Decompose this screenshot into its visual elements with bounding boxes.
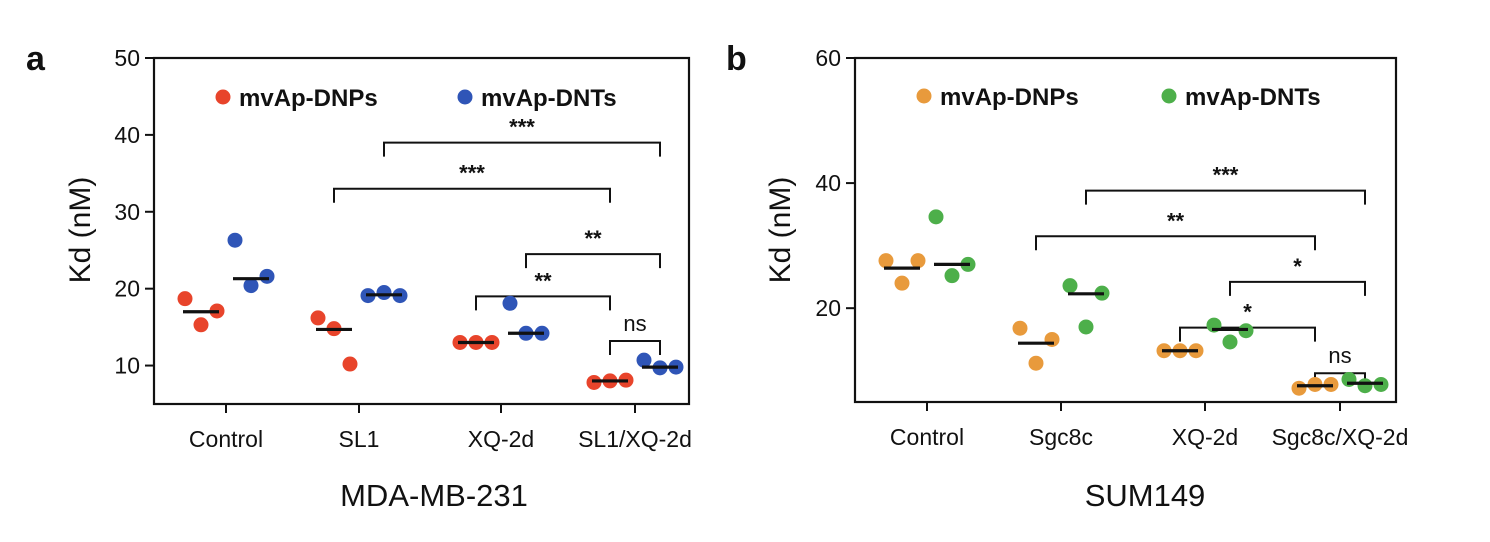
data-point (502, 295, 518, 311)
panel-b: b Kd (nM) SUM149 20 40 60 Control Sgc8c XQ-2… (726, 40, 1408, 513)
x-tick-label: XQ-2d (468, 426, 534, 452)
data-point (1222, 334, 1238, 350)
legend-marker-dnps-b (916, 88, 932, 104)
data-point (1291, 380, 1307, 396)
data-points-b (878, 209, 1389, 396)
data-point (342, 356, 358, 372)
significance-label: * (1293, 254, 1302, 279)
legend-marker-dnts-a (457, 89, 473, 105)
significance-label: ns (623, 311, 646, 336)
y-tick-label: 40 (815, 170, 841, 196)
y-tick-label: 60 (815, 45, 841, 71)
legend-label-dnps-a: mvAp-DNPs (239, 85, 378, 112)
y-tick-label: 20 (815, 295, 841, 321)
panel-a: a Kd (nM) MDA-MB-231 10 20 30 40 50 Control S… (26, 40, 692, 513)
y-tick-label: 50 (114, 45, 140, 71)
legend-b: mvAp-DNPs mvAp-DNTs (916, 84, 1321, 111)
data-points-a (177, 232, 684, 390)
panel-label-b: b (726, 40, 747, 78)
y-ticks-b: 20 40 60 (815, 45, 855, 321)
significance-bracket (1085, 189, 1366, 205)
x-tick-label: Control (890, 424, 964, 450)
legend-marker-dnps-a (215, 89, 231, 105)
legend-label-dnps-b: mvAp-DNPs (940, 84, 1079, 111)
significance-label: * (1243, 300, 1252, 325)
significance-bracket (609, 339, 661, 355)
significance-bracket (333, 187, 611, 203)
data-point (177, 291, 193, 307)
x-tick-label: SL1 (339, 426, 380, 452)
x-tick-label: Sgc8c (1029, 424, 1093, 450)
data-point (1078, 319, 1094, 335)
data-point (894, 275, 910, 291)
significance-brackets-b: *******ns (1035, 163, 1366, 388)
data-point (310, 310, 326, 326)
significance-label: ** (1167, 208, 1185, 233)
significance-label: *** (459, 161, 485, 186)
y-tick-label: 20 (114, 276, 140, 302)
significance-label: *** (509, 115, 535, 140)
legend-label-dnts-b: mvAp-DNTs (1185, 84, 1321, 111)
data-point (1028, 355, 1044, 371)
legend-label-dnts-a: mvAp-DNTs (481, 85, 617, 112)
data-point (227, 232, 243, 248)
data-point (928, 209, 944, 225)
data-point (193, 317, 209, 333)
data-point (376, 285, 392, 301)
significance-label: ** (584, 226, 602, 251)
data-point (636, 352, 652, 368)
y-ticks-a: 10 20 30 40 50 (114, 45, 154, 379)
y-axis-title-a: Kd (nM) (64, 177, 97, 284)
plot-frame-a (152, 56, 691, 406)
plot-frame-b (853, 56, 1398, 404)
data-point (259, 268, 275, 284)
y-tick-label: 30 (114, 199, 140, 225)
significance-bracket (383, 141, 661, 157)
x-ticks-a: Control SL1 XQ-2d SL1/XQ-2d (189, 404, 692, 452)
mean-bars-b (884, 262, 1383, 388)
data-point (1012, 320, 1028, 336)
data-point (1357, 378, 1373, 394)
significance-label: ns (1328, 343, 1351, 368)
x-tick-label: SL1/XQ-2d (578, 426, 692, 452)
significance-brackets-a: **********ns (333, 115, 661, 355)
x-axis-title-a: MDA-MB-231 (340, 478, 528, 513)
panel-label-a: a (26, 40, 46, 78)
data-point (878, 253, 894, 269)
legend-marker-dnts-b (1161, 88, 1177, 104)
x-tick-label: Control (189, 426, 263, 452)
x-ticks-b: Control Sgc8c XQ-2d Sgc8c/XQ-2d (890, 402, 1408, 450)
data-point (243, 278, 259, 294)
data-point (1062, 278, 1078, 294)
x-tick-label: XQ-2d (1172, 424, 1238, 450)
significance-label: *** (1213, 163, 1239, 188)
significance-bracket (475, 295, 611, 311)
y-tick-label: 40 (114, 122, 140, 148)
significance-label: ** (534, 268, 552, 293)
x-axis-title-b: SUM149 (1085, 478, 1206, 513)
data-point (910, 253, 926, 269)
significance-bracket (525, 253, 661, 269)
x-tick-label: Sgc8c/XQ-2d (1272, 424, 1409, 450)
significance-bracket (1035, 235, 1316, 251)
y-axis-title-b: Kd (nM) (764, 177, 797, 284)
data-point (944, 268, 960, 284)
legend-a: mvAp-DNPs mvAp-DNTs (215, 85, 617, 112)
y-tick-label: 10 (114, 353, 140, 379)
mean-bars-a (183, 277, 678, 383)
significance-bracket (1229, 280, 1366, 296)
